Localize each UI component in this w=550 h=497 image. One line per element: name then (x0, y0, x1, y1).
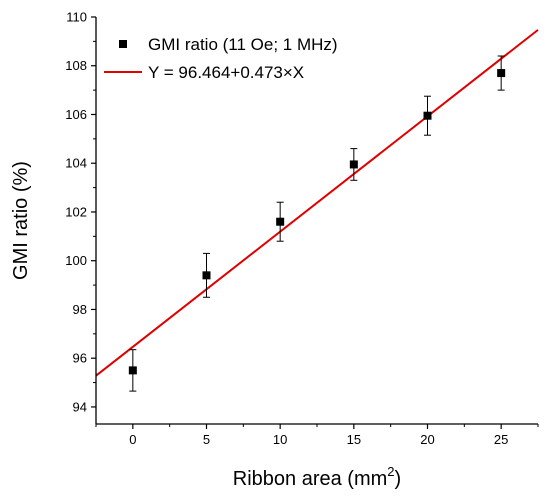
x-tick-label: 20 (420, 432, 434, 447)
data-point (349, 160, 358, 169)
x-tick-label: 0 (129, 432, 136, 447)
y-axis-title: GMI ratio (%) (10, 161, 32, 280)
fit-line (95, 29, 539, 377)
y-tick-label: 108 (65, 58, 87, 73)
y-tick-label: 106 (65, 107, 87, 122)
data-point (202, 271, 211, 280)
legend-marker (119, 40, 127, 48)
y-tick-label: 98 (73, 302, 87, 317)
data-point (497, 69, 506, 78)
y-tick-label: 110 (66, 10, 87, 25)
axes: 0 5 10 15 20 25 94 96 98 100 102 104 106 108 110 (65, 10, 539, 447)
legend: GMI ratio (11 Oe; 1 MHz) Y = 96.464+0.473… (104, 35, 338, 82)
y-tick-label: 94 (73, 399, 87, 414)
x-axis-title: Ribbon area (mm2) (233, 464, 401, 490)
y-tick-label: 104 (65, 156, 87, 171)
legend-label: GMI ratio (11 Oe; 1 MHz) (148, 35, 338, 54)
x-tick-label: 10 (273, 432, 287, 447)
y-tick-label: 102 (65, 204, 87, 219)
legend-label: Y = 96.464+0.473×X (148, 63, 304, 82)
plot-area (95, 29, 539, 392)
x-tick-label: 25 (494, 432, 508, 447)
data-point (276, 217, 285, 226)
x-tick-label: 5 (203, 432, 210, 447)
data-point (128, 366, 137, 375)
data-point (423, 111, 432, 120)
y-tick-label: 96 (73, 351, 87, 366)
x-tick-label: 15 (347, 432, 361, 447)
y-tick-label: 100 (65, 253, 87, 268)
